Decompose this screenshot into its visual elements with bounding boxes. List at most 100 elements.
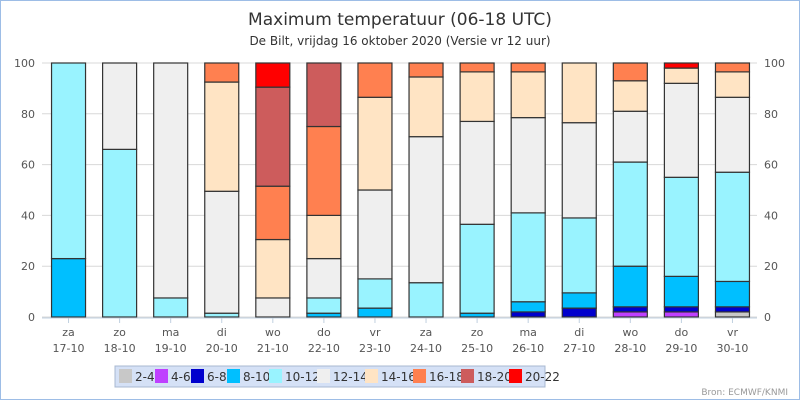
bar-segment-10-12 [153, 297, 189, 318]
x-tick-date: 23-10 [359, 342, 391, 355]
x-tick-date: 28-10 [614, 342, 646, 355]
bar-segment-12-14 [153, 62, 189, 299]
legend-swatch-2-4[interactable] [119, 369, 132, 383]
legend-swatch-20-22[interactable] [509, 369, 522, 383]
x-tick-day: di [574, 326, 584, 339]
bar-segment-16-18 [306, 125, 342, 217]
bar-segment-14-16 [408, 76, 444, 138]
legend-label-8-10[interactable]: 8-10 [243, 370, 270, 384]
bar-segment-6-8 [510, 311, 546, 318]
legend-label-10-12[interactable]: 10-12 [285, 370, 320, 384]
legend-swatch-18-20[interactable] [461, 369, 474, 383]
bar-segment-18-20 [306, 62, 342, 128]
bar-segment-10-12 [50, 62, 87, 260]
bar-segment-16-18 [714, 62, 751, 73]
bar-segment-4-6 [612, 311, 648, 318]
x-tick-day: vr [369, 326, 381, 339]
x-tick-day: za [62, 326, 75, 339]
bar-segment-10-12 [357, 278, 393, 309]
legend-label-14-16[interactable]: 14-16 [381, 370, 416, 384]
bar-segment-12-14 [357, 189, 393, 280]
chart-title: Maximum temperatuur (06-18 UTC) [248, 10, 552, 30]
x-tick-day: wo [622, 326, 638, 339]
x-tick-date: 22-10 [308, 342, 340, 355]
bar-segment-10-12 [408, 282, 444, 318]
bar-segment-12-14 [714, 96, 751, 173]
x-tick-date: 21-10 [257, 342, 289, 355]
x-tick-day: do [675, 326, 689, 339]
bar-segment-8-10 [561, 292, 597, 309]
legend-label-2-4[interactable]: 2-4 [135, 370, 155, 384]
legend-label-6-8[interactable]: 6-8 [207, 370, 227, 384]
y-tick-label-right: 100 [764, 57, 785, 70]
legend-label-18-20[interactable]: 18-20 [477, 370, 512, 384]
bar-segment-10-12 [306, 297, 342, 314]
bar-segment-8-10 [663, 275, 699, 308]
bar-segment-20-22 [663, 62, 699, 69]
bar-segment-14-16 [663, 67, 699, 84]
legend-label-4-6[interactable]: 4-6 [171, 370, 191, 384]
y-tick-label-left: 20 [21, 260, 35, 273]
legend-label-16-18[interactable]: 16-18 [429, 370, 464, 384]
legend-swatch-8-10[interactable] [227, 369, 240, 383]
x-tick-date: 29-10 [665, 342, 697, 355]
legend-label-20-22[interactable]: 20-22 [525, 370, 560, 384]
bar-segment-12-14 [204, 190, 240, 314]
bar-segment-14-16 [714, 71, 751, 98]
x-tick-day: di [217, 326, 227, 339]
x-tick-date: 26-10 [512, 342, 544, 355]
bar-segment-14-16 [561, 62, 597, 124]
y-tick-label-right: 80 [764, 108, 778, 121]
bar-segment-8-10 [612, 265, 648, 308]
x-tick-date: 18-10 [104, 342, 136, 355]
bar-segment-18-20 [255, 86, 291, 187]
x-tick-day: zo [113, 326, 126, 339]
legend-swatch-10-12[interactable] [269, 369, 282, 383]
bar-segment-16-18 [408, 62, 444, 78]
bar-segment-16-18 [459, 62, 495, 73]
bar-segment-12-14 [306, 257, 342, 299]
bar-segment-10-12 [510, 212, 546, 303]
bar-segment-6-8 [561, 307, 597, 318]
bar-segment-2-4 [714, 311, 751, 318]
bar-segment-4-6 [663, 311, 699, 318]
y-tick-label-left: 0 [28, 311, 35, 324]
x-tick-day: za [420, 326, 433, 339]
bar-segment-6-8 [714, 306, 751, 313]
bar-segment-14-16 [255, 238, 291, 299]
bar-segment-8-10 [510, 301, 546, 313]
bar-segment-6-8 [612, 306, 648, 313]
legend-swatch-14-16[interactable] [365, 369, 378, 383]
bar-segment-12-14 [663, 82, 699, 178]
bar-segment-10-12 [612, 161, 648, 267]
bar-segment-14-16 [357, 96, 393, 191]
bar-segment-14-16 [612, 80, 648, 112]
bar-segment-8-10 [714, 280, 751, 308]
x-tick-day: vr [727, 326, 739, 339]
bar-segment-10-12 [663, 176, 699, 277]
bar-segment-10-12 [459, 223, 495, 314]
y-tick-label-right: 60 [764, 159, 778, 172]
legend-swatch-4-6[interactable] [155, 369, 168, 383]
bar-segment-14-16 [306, 214, 342, 260]
legend-swatch-12-14[interactable] [317, 369, 330, 383]
y-tick-label-left: 80 [21, 108, 35, 121]
bar-segment-10-12 [102, 148, 138, 318]
legend-swatch-16-18[interactable] [413, 369, 426, 383]
bar-segment-12-14 [255, 297, 291, 318]
source-label: Bron: ECMWF/KNMI [701, 388, 788, 398]
x-tick-date: 25-10 [461, 342, 493, 355]
y-tick-label-right: 20 [764, 260, 778, 273]
x-tick-day: ma [519, 326, 536, 339]
legend-swatch-6-8[interactable] [191, 369, 204, 383]
y-tick-label-left: 60 [21, 159, 35, 172]
bar-segment-16-18 [612, 62, 648, 82]
x-tick-date: 27-10 [563, 342, 595, 355]
y-tick-label-left: 40 [21, 209, 35, 222]
x-tick-day: ma [162, 326, 179, 339]
bar-segment-12-14 [510, 117, 546, 214]
legend-label-12-14[interactable]: 12-14 [333, 370, 368, 384]
bar-segment-6-8 [663, 306, 699, 313]
x-tick-date: 20-10 [206, 342, 238, 355]
x-tick-day: zo [471, 326, 484, 339]
